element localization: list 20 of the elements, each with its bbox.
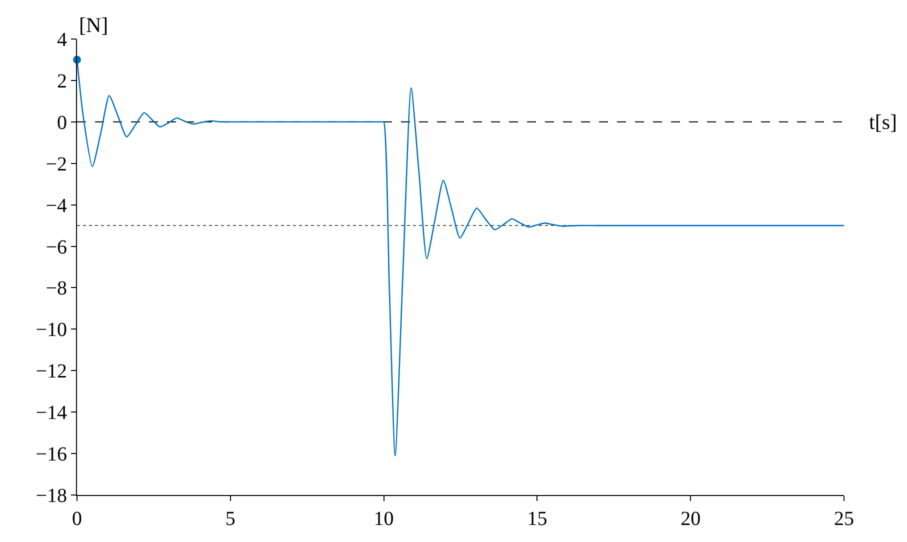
y-tick-label: −16 bbox=[36, 444, 67, 466]
x-tick-label: 0 bbox=[72, 508, 82, 530]
x-tick-label: 15 bbox=[527, 508, 548, 530]
x-tick-label: 25 bbox=[834, 508, 854, 530]
y-tick-label: 0 bbox=[57, 112, 67, 134]
x-tick-label: 10 bbox=[374, 508, 394, 530]
y-tick-label: −2 bbox=[46, 153, 67, 176]
y-tick-label: −14 bbox=[36, 402, 67, 424]
y-tick-label: 2 bbox=[57, 70, 67, 92]
x-axis-title: t[s] bbox=[869, 110, 897, 134]
y-tick-label: −12 bbox=[36, 360, 67, 383]
y-tick-label: 4 bbox=[57, 29, 67, 51]
y-axis-title: [N] bbox=[79, 13, 108, 37]
y-tick-label: −6 bbox=[46, 236, 67, 258]
y-tick-label: −4 bbox=[46, 194, 67, 217]
x-tick-label: 20 bbox=[680, 508, 701, 530]
y-tick-label: −10 bbox=[36, 319, 67, 342]
y-tick-label: −8 bbox=[46, 278, 67, 300]
x-tick-label: 5 bbox=[225, 508, 236, 530]
y-tick-label: −18 bbox=[36, 485, 67, 507]
